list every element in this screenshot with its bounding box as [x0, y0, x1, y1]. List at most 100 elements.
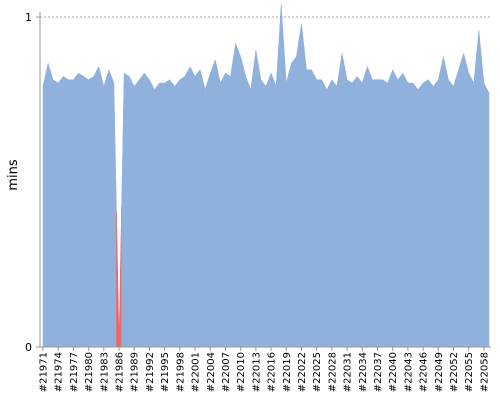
x-tick-label: #22019 — [282, 352, 293, 392]
area-segment — [85, 77, 92, 348]
x-tick-label: #21986 — [115, 352, 126, 392]
x-tick-label: #22004 — [206, 352, 217, 392]
area-segment — [131, 81, 138, 348]
x-tick-label: #22058 — [479, 352, 490, 392]
area-segment — [232, 42, 239, 348]
area-segment — [384, 76, 391, 348]
x-tick-label: #22034 — [358, 352, 369, 392]
area-segment — [258, 64, 264, 348]
area-segment — [303, 46, 310, 348]
area-segment — [146, 75, 153, 348]
x-tick-label: #22031 — [343, 352, 354, 392]
x-tick-label: #22025 — [312, 352, 323, 392]
area-segment — [151, 84, 158, 348]
area-segment — [440, 56, 447, 348]
area-segment — [334, 69, 340, 348]
area-segment — [75, 72, 82, 348]
x-tick-label: #22001 — [191, 352, 202, 392]
area-segment — [106, 69, 112, 348]
area-segment — [445, 68, 452, 348]
area-segment — [141, 72, 148, 348]
area-segment — [415, 85, 421, 348]
y-tick-label: 0 — [25, 341, 32, 354]
area-segment — [111, 76, 117, 348]
x-tick-label: #21974 — [54, 352, 65, 392]
area-segment — [430, 82, 437, 348]
area-segment — [425, 79, 431, 348]
x-tick-label: #21977 — [69, 352, 80, 392]
y-tick-label: 1 — [25, 11, 32, 24]
area-segment — [339, 53, 345, 348]
x-tick-label: #22010 — [236, 352, 247, 392]
x-tick-label: #22046 — [419, 352, 430, 392]
area-segment — [237, 49, 244, 348]
area-segment — [101, 76, 107, 348]
area-segment — [222, 72, 229, 348]
area-segment — [116, 206, 122, 348]
area-segment — [253, 49, 259, 348]
area-segment — [394, 74, 401, 348]
area-segment — [80, 74, 87, 348]
area-segment — [278, 3, 284, 348]
x-tick-label: #21971 — [39, 352, 50, 392]
area-segment — [460, 52, 467, 348]
area-segment — [166, 79, 173, 348]
area-segment — [379, 79, 386, 348]
x-tick-label: #22037 — [373, 352, 384, 392]
area-segment — [465, 63, 472, 348]
x-tick-label: #22007 — [221, 352, 232, 392]
area-segment — [187, 65, 193, 348]
area-segment — [248, 69, 254, 348]
area-segment — [476, 30, 482, 348]
area-segment — [308, 69, 315, 348]
area-segment — [400, 72, 406, 348]
area-segment — [212, 59, 219, 348]
area-segment — [55, 78, 61, 348]
area-segment — [217, 71, 224, 348]
area-segment — [202, 79, 208, 348]
x-tick-label: #22022 — [297, 352, 308, 392]
area-segment — [156, 82, 163, 348]
area-segment — [95, 65, 102, 348]
area-segment — [161, 80, 168, 348]
area-segment — [481, 56, 487, 348]
x-tick-label: #21998 — [175, 352, 186, 392]
x-tick-label: #22016 — [267, 352, 278, 392]
area-segment — [410, 82, 416, 348]
area-segment — [298, 23, 305, 348]
area-segment — [329, 79, 335, 348]
x-tick-label: #22043 — [403, 352, 414, 392]
x-tick-label: #21992 — [145, 352, 156, 392]
area-segment — [171, 82, 178, 348]
area-segment — [313, 74, 320, 348]
area-segment — [369, 73, 376, 348]
area-segment — [65, 77, 72, 348]
area-segment — [349, 78, 355, 348]
area-segment — [318, 79, 325, 348]
area-segment — [227, 59, 234, 348]
area-segment — [60, 76, 67, 348]
area-segment — [90, 71, 97, 348]
area-segment — [42, 74, 46, 348]
x-tick-label: #22055 — [464, 352, 475, 392]
area-segment — [268, 72, 274, 348]
area-segment — [420, 80, 426, 348]
area-segment — [471, 56, 477, 348]
area-segment — [486, 87, 490, 348]
x-tick-label: #22040 — [388, 352, 399, 392]
area-segment — [288, 59, 295, 348]
x-tick-label: #21983 — [99, 352, 110, 392]
area-segment — [405, 77, 411, 348]
area-segment — [364, 65, 371, 348]
area-segment — [197, 69, 203, 348]
area-segment — [126, 74, 132, 348]
area-segment — [435, 68, 442, 348]
x-tick-label: #22013 — [251, 352, 262, 392]
area-segment — [293, 40, 300, 348]
x-tick-label: #22049 — [434, 352, 445, 392]
area-segment — [136, 75, 143, 348]
area-segment — [273, 45, 279, 348]
area-segment — [389, 69, 396, 348]
x-tick-label: #22052 — [449, 352, 460, 392]
